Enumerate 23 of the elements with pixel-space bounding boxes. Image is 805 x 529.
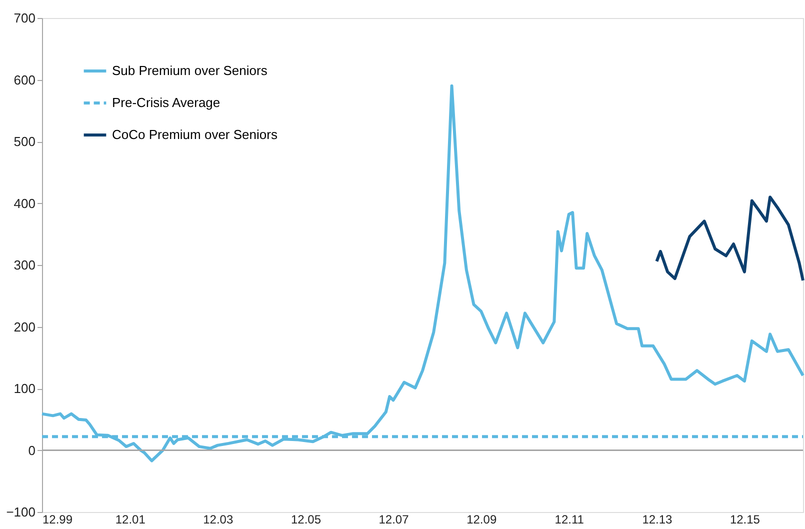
x-tick-label: 12.13 [642,512,673,526]
y-tick-label: 600 [14,72,36,88]
x-tick-label: 12.11 [554,512,584,526]
legend-label: CoCo Premium over Seniors [112,127,278,142]
y-tick-label: 0 [28,442,36,458]
x-tick-label: 12.01 [115,512,146,526]
y-tick-label: 700 [14,10,36,26]
x-tick-label: 12.05 [290,512,322,526]
legend-label: Pre-Crisis Average [112,95,220,110]
x-tick-label: 12.09 [466,512,497,526]
y-tick-label: 400 [14,196,36,211]
y-tick-label: 100 [14,381,36,396]
legend-label: Sub Premium over Seniors [112,63,268,78]
x-tick-label: 12.15 [730,512,760,526]
y-tick-label: 500 [14,134,36,149]
x-tick-label: 12.99 [42,512,73,526]
line-series [655,196,804,282]
x-tick-label: 12.07 [378,512,410,526]
line-series [40,84,804,462]
x-tick-label: 12.03 [203,512,234,526]
y-tick-label: 300 [14,258,36,272]
y-tick-label: −100 [6,504,36,520]
y-tick-label: 200 [14,319,36,334]
